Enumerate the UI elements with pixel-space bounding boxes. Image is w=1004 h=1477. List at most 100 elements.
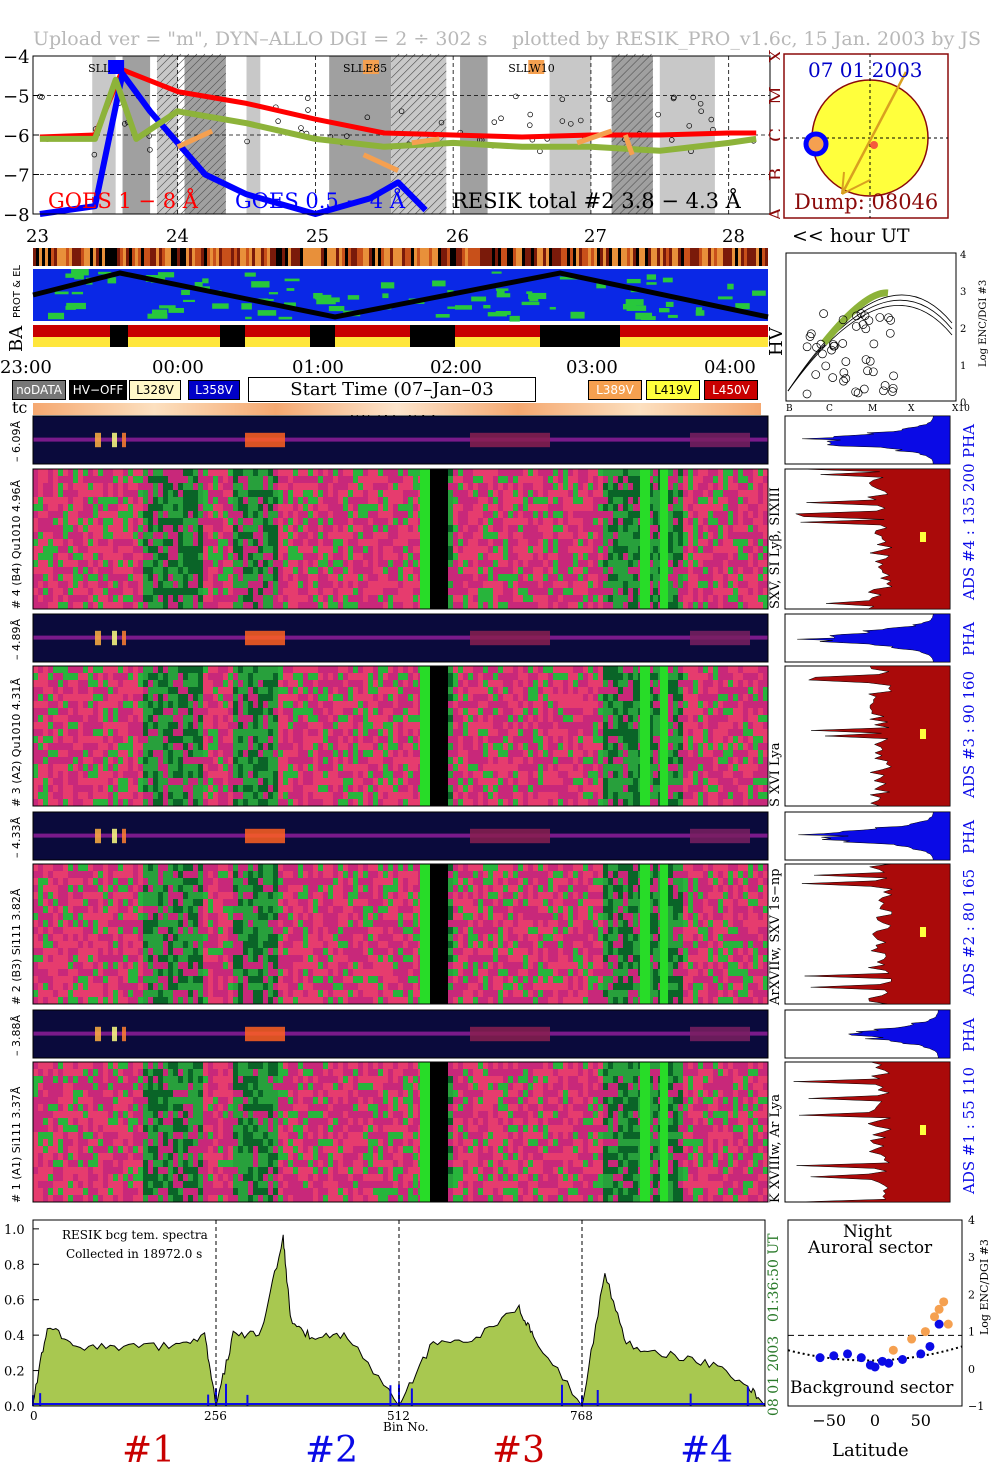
- spectrogram-cell: [208, 560, 213, 567]
- spectrogram-cell: [368, 490, 373, 497]
- spectrogram-cell: [193, 504, 198, 511]
- spectrogram-cell: [298, 483, 303, 490]
- spectrogram-cell: [518, 539, 523, 546]
- spectrogram-cell: [248, 743, 253, 750]
- spectrogram-cell: [283, 567, 288, 574]
- spectrogram-cell: [543, 553, 548, 560]
- spectrogram-cell: [308, 750, 313, 757]
- spectrogram-cell: [133, 490, 138, 497]
- spectrogram-cell: [673, 560, 678, 567]
- spectrogram-cell: [383, 518, 388, 525]
- spectrogram-cell: [538, 595, 543, 602]
- spectrogram-cell: [493, 511, 498, 518]
- spectrogram-cell: [458, 574, 463, 581]
- spectrogram-cell: [218, 553, 223, 560]
- spectrogram-cell: [98, 574, 103, 581]
- spectrogram-cell: [268, 553, 273, 560]
- spectrogram-cell: [383, 469, 388, 476]
- spectrogram-cell: [708, 539, 713, 546]
- spectrogram-cell: [143, 553, 148, 560]
- spectrogram-cell: [223, 722, 228, 729]
- spectrogram-cell: [143, 743, 148, 750]
- spectrogram-cell: [53, 518, 58, 525]
- spectrogram-cell: [403, 532, 408, 539]
- spectrogram-cell: [693, 525, 698, 532]
- spectrogram-cell: [213, 588, 218, 595]
- spectrogram-cell: [448, 553, 453, 560]
- spectrogram-cell: [463, 602, 468, 609]
- spectrogram-cell: [488, 483, 493, 490]
- spectrogram-cell: [678, 532, 683, 539]
- spectrogram-cell: [163, 771, 168, 778]
- ba-segment: [128, 325, 220, 337]
- spectrogram-cell: [118, 469, 123, 476]
- spectrogram-cell: [623, 539, 628, 546]
- spectrogram-cell: [43, 764, 48, 771]
- spectrogram-cell: [118, 750, 123, 757]
- spectrogram-cell: [133, 736, 138, 743]
- spectrogram-cell: [103, 588, 108, 595]
- spectrogram-cell: [213, 799, 218, 806]
- spectrogram-cell: [388, 525, 393, 532]
- spectrogram-cell: [68, 469, 73, 476]
- spectrogram-cell: [113, 687, 118, 694]
- spectrogram-cell: [458, 588, 463, 595]
- spectrogram-cell: [158, 743, 163, 750]
- spectrogram-cell: [583, 546, 588, 553]
- spectrogram-cell: [88, 736, 93, 743]
- prot-el-cell: [285, 248, 288, 266]
- spectrogram-cell: [543, 581, 548, 588]
- spectrogram-cell: [358, 771, 363, 778]
- spectrogram-cell: [613, 532, 618, 539]
- spectrogram-cell: [398, 588, 403, 595]
- spectrogram-cell: [143, 483, 148, 490]
- spectrogram-cell: [498, 595, 503, 602]
- hv-point: [841, 374, 851, 383]
- ba-segment: [700, 337, 768, 347]
- spectrogram-cell: [548, 539, 553, 546]
- spectrogram-cell: [88, 778, 93, 785]
- spectrogram-cell: [323, 532, 328, 539]
- spectrogram-cell: [108, 476, 113, 483]
- spectrogram-cell: [53, 546, 58, 553]
- spectrogram-cell: [223, 687, 228, 694]
- spectrogram-cell: [113, 729, 118, 736]
- spectrogram-cell: [118, 476, 123, 483]
- spectrogram-cell: [218, 560, 223, 567]
- spectrogram-cell: [653, 525, 658, 532]
- spectrogram-cell: [308, 567, 313, 574]
- spectrogram-cell: [203, 574, 208, 581]
- spectrogram-cell: [323, 680, 328, 687]
- spectrogram-cell: [353, 799, 358, 806]
- spectrogram-cell: [488, 553, 493, 560]
- spectrogram-cell: [408, 567, 413, 574]
- spectrogram-cell: [288, 757, 293, 764]
- spectrogram-cell: [263, 567, 268, 574]
- spectrogram-cell: [338, 567, 343, 574]
- spectrogram-cell: [328, 497, 333, 504]
- spectrogram-cell: [453, 504, 458, 511]
- spectrogram-cell: [608, 553, 613, 560]
- prot-el-cell: [666, 248, 669, 266]
- spectrogram-cell: [263, 546, 268, 553]
- spectrogram-cell: [238, 708, 243, 715]
- saa-hatch: [156, 96, 227, 167]
- spectrogram-cell: [548, 525, 553, 532]
- spectrogram-cell: [118, 588, 123, 595]
- spectrogram-cell: [318, 595, 323, 602]
- spectrogram-cell: [293, 602, 298, 609]
- spectrogram-cell: [178, 532, 183, 539]
- spectrogram-cell: [238, 785, 243, 792]
- spectrogram-cell: [743, 567, 748, 574]
- spectrogram-cell: [408, 483, 413, 490]
- spectrogram-cell: [623, 532, 628, 539]
- prot-el-cell: [129, 248, 132, 266]
- spectrogram-cell: [708, 588, 713, 595]
- spectrogram-cell: [133, 792, 138, 799]
- spectrogram-cell: [538, 511, 543, 518]
- spectrogram-cell: [253, 673, 258, 680]
- spectrogram-cell: [278, 785, 283, 792]
- spectrogram-cell: [673, 525, 678, 532]
- spectrogram-cell: [133, 602, 138, 609]
- spectrogram-cell: [363, 588, 368, 595]
